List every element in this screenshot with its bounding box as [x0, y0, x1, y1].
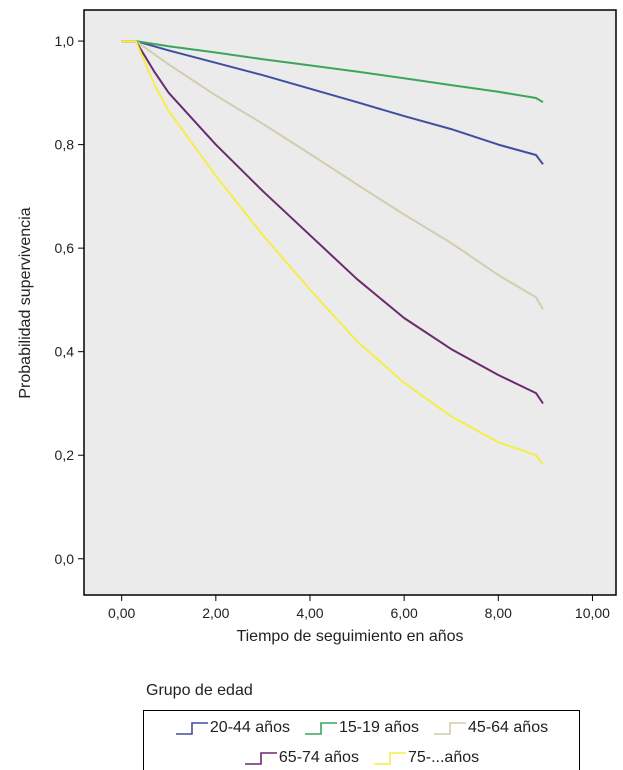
legend-swatch [434, 722, 467, 735]
legend-title: Grupo de edad [146, 682, 253, 699]
legend-item: 15-19 años [304, 719, 419, 737]
legend-label: 45-64 años [468, 719, 549, 736]
x-tick-label: 0,00 [108, 605, 135, 621]
series-line-1 [121, 40, 544, 165]
x-tick-label: 6,00 [391, 605, 418, 621]
legend: 20-44 años 15-19 años 45-64 años 65-74 año… [143, 710, 580, 770]
y-tick-label: 0,2 [55, 447, 75, 463]
legend-item: 45-64 años [433, 719, 548, 737]
y-tick-label: 1,0 [55, 33, 75, 49]
legend-swatch [175, 722, 208, 735]
y-tick-label: 0,0 [55, 551, 75, 567]
y-tick-label: 0,6 [55, 240, 75, 256]
y-tick-label: 0,4 [55, 344, 75, 360]
legend-item: 65-74 años [244, 749, 359, 767]
legend-label: 20-44 años [209, 719, 290, 736]
x-axis-ticks: 0,00 2,00 4,00 6,00 8,00 10,00 [108, 595, 610, 621]
x-axis-title: Tiempo de seguimiento en años [236, 628, 463, 645]
series-line-4 [121, 40, 544, 405]
legend-item: 20-44 años [175, 719, 290, 737]
y-axis-title: Probabilidad supervivencia [17, 207, 34, 398]
legend-row: 65-74 años 75-...años [144, 749, 579, 767]
plot-area [83, 9, 617, 596]
survival-chart: 0,00 2,00 4,00 6,00 8,00 10,00 0,00,20,40,60,… [17, 9, 617, 645]
series-line-3 [121, 40, 544, 310]
series-line-5 [121, 40, 544, 466]
x-tick-label: 2,00 [202, 605, 229, 621]
x-tick-label: 10,00 [575, 605, 610, 621]
legend-label: 15-19 años [338, 719, 420, 736]
legend-swatch [304, 722, 337, 735]
legend-item: 75-...años [373, 749, 479, 767]
y-tick-label: 0,8 [55, 137, 75, 153]
legend-label: 65-74 años [278, 749, 359, 766]
legend-row: 20-44 años 15-19 años 45-64 años [144, 719, 579, 737]
x-tick-label: 8,00 [485, 605, 512, 621]
legend-label: 75-...años [407, 749, 480, 766]
y-axis-ticks: 0,0 0,2 0,4 0,6 0,8 1,0 [55, 33, 84, 567]
series-line-2 [121, 40, 544, 104]
x-tick-label: 4,00 [296, 605, 323, 621]
series-layer [121, 40, 544, 466]
